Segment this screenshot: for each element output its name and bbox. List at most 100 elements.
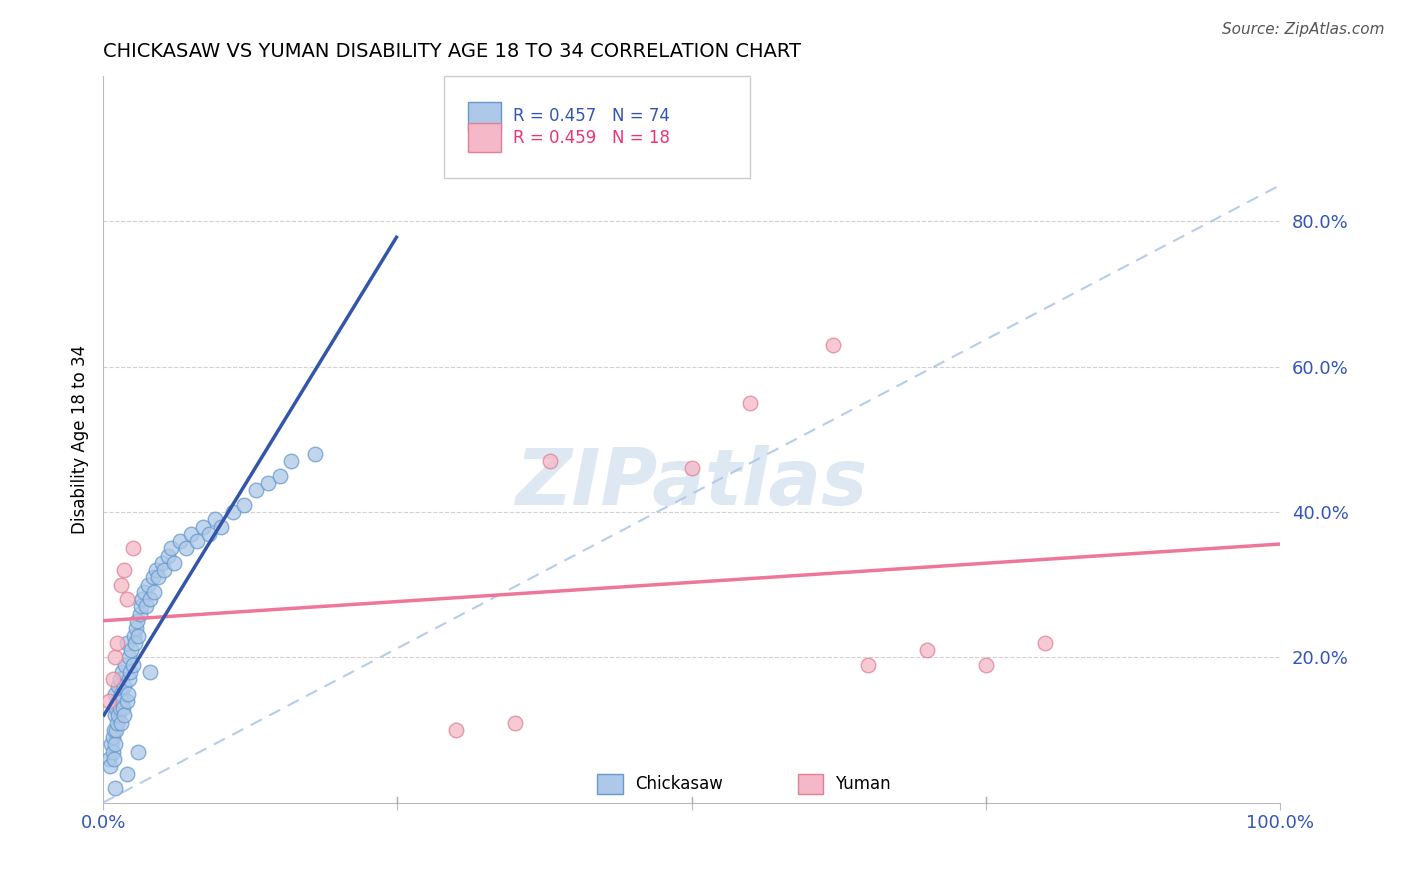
Point xyxy=(142,570,165,584)
Point xyxy=(105,636,128,650)
Point xyxy=(128,607,150,621)
Point xyxy=(121,657,143,672)
Point xyxy=(148,570,170,584)
Point xyxy=(127,614,149,628)
Point xyxy=(112,708,135,723)
Point xyxy=(117,687,139,701)
Point xyxy=(107,708,129,723)
Point xyxy=(209,519,232,533)
Point xyxy=(134,599,156,614)
Point xyxy=(101,672,124,686)
Point xyxy=(112,701,135,715)
Point xyxy=(538,454,561,468)
Point xyxy=(98,759,121,773)
Point xyxy=(257,475,280,490)
Point xyxy=(129,599,152,614)
Point xyxy=(1033,636,1056,650)
Point xyxy=(100,738,122,752)
Point xyxy=(145,563,167,577)
Point xyxy=(111,665,134,679)
Text: CHICKASAW VS YUMAN DISABILITY AGE 18 TO 34 CORRELATION CHART: CHICKASAW VS YUMAN DISABILITY AGE 18 TO … xyxy=(103,42,801,61)
Point xyxy=(103,752,125,766)
Bar xyxy=(598,773,623,794)
Point xyxy=(131,592,153,607)
Point xyxy=(104,738,127,752)
Point xyxy=(105,723,128,737)
Point xyxy=(503,715,526,730)
Point xyxy=(856,657,879,672)
Point xyxy=(105,715,128,730)
Point xyxy=(110,577,132,591)
Point xyxy=(120,643,142,657)
Text: Source: ZipAtlas.com: Source: ZipAtlas.com xyxy=(1222,22,1385,37)
Text: Chickasaw: Chickasaw xyxy=(636,775,723,793)
Point xyxy=(105,694,128,708)
Point xyxy=(193,519,215,533)
Point xyxy=(269,468,291,483)
Point xyxy=(821,338,844,352)
Point xyxy=(304,447,326,461)
Point xyxy=(124,636,146,650)
Bar xyxy=(468,102,501,131)
Bar xyxy=(797,773,824,794)
Point xyxy=(122,628,145,642)
Point xyxy=(120,665,142,679)
Point xyxy=(110,687,132,701)
Point xyxy=(180,526,202,541)
Point xyxy=(104,780,127,795)
Point xyxy=(160,541,183,556)
Point xyxy=(103,723,125,737)
Point xyxy=(134,585,156,599)
Point xyxy=(174,541,197,556)
Point xyxy=(118,650,141,665)
Point xyxy=(142,585,165,599)
Point xyxy=(118,672,141,686)
Point xyxy=(125,621,148,635)
Y-axis label: Disability Age 18 to 34: Disability Age 18 to 34 xyxy=(72,345,89,534)
Point xyxy=(186,534,208,549)
Point xyxy=(127,745,149,759)
Point xyxy=(153,563,176,577)
Text: R = 0.457   N = 74: R = 0.457 N = 74 xyxy=(513,107,669,125)
Point xyxy=(740,396,762,410)
Text: Yuman: Yuman xyxy=(835,775,891,793)
Text: ZIPatlas: ZIPatlas xyxy=(516,445,868,521)
Point xyxy=(121,541,143,556)
Point xyxy=(114,657,136,672)
Point xyxy=(127,628,149,642)
Point xyxy=(104,708,127,723)
Point xyxy=(105,701,128,715)
Point xyxy=(915,643,938,657)
Point xyxy=(198,526,221,541)
Point xyxy=(98,752,121,766)
Point xyxy=(104,650,127,665)
Point xyxy=(280,454,302,468)
Point xyxy=(245,483,267,498)
Point xyxy=(115,592,138,607)
Bar xyxy=(468,123,501,153)
Point xyxy=(136,577,159,591)
Point xyxy=(221,505,243,519)
Point xyxy=(115,766,138,780)
Point xyxy=(101,730,124,744)
Point xyxy=(163,556,186,570)
Point xyxy=(115,636,138,650)
Point xyxy=(681,461,703,475)
Point xyxy=(107,679,129,693)
Point xyxy=(115,694,138,708)
Point xyxy=(156,549,179,563)
Point xyxy=(169,534,191,549)
Point xyxy=(104,687,127,701)
Point xyxy=(204,512,226,526)
FancyBboxPatch shape xyxy=(444,76,751,178)
Point xyxy=(110,715,132,730)
Point xyxy=(111,694,134,708)
Point xyxy=(98,694,121,708)
Point xyxy=(139,592,162,607)
Point xyxy=(101,745,124,759)
Point xyxy=(139,665,162,679)
Point xyxy=(112,679,135,693)
Point xyxy=(112,563,135,577)
Point xyxy=(108,701,131,715)
Text: R = 0.459   N = 18: R = 0.459 N = 18 xyxy=(513,129,669,147)
